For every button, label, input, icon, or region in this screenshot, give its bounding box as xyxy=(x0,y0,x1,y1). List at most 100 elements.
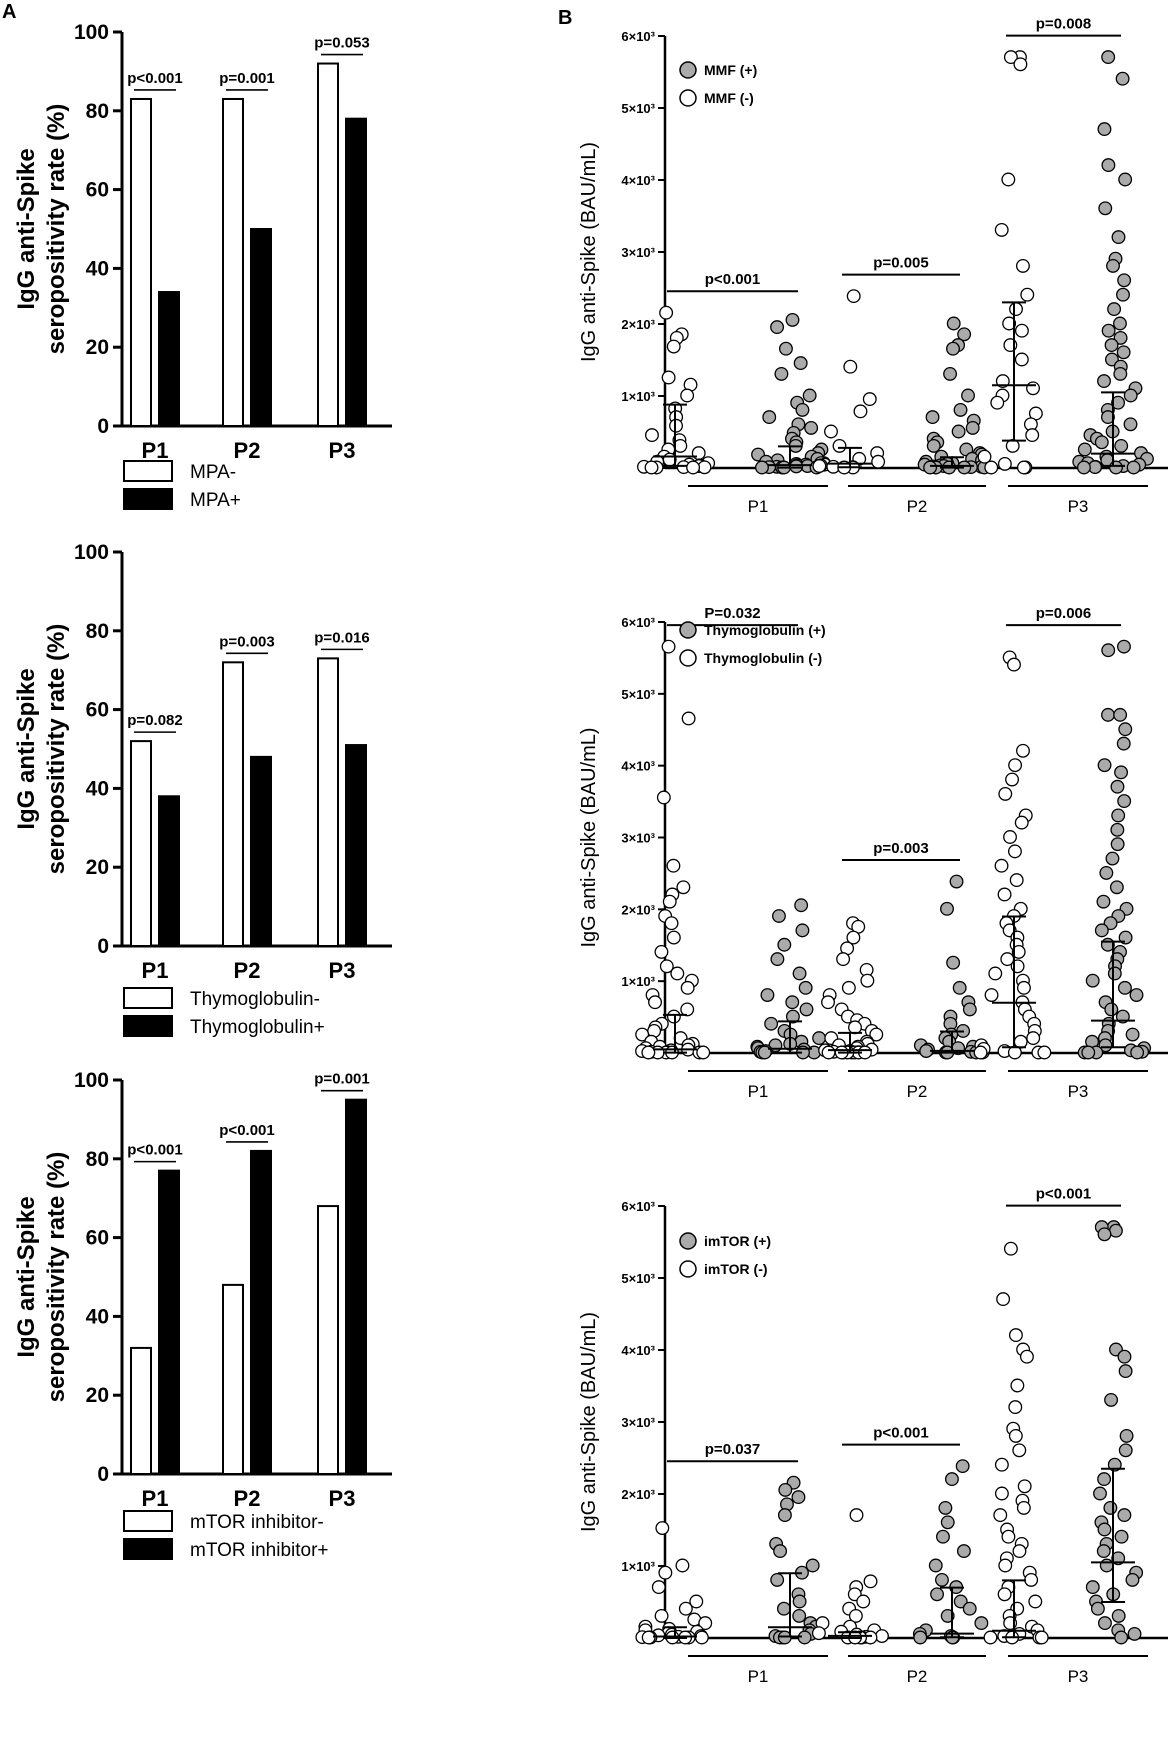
data-point xyxy=(774,366,789,381)
data-point xyxy=(1028,1594,1043,1609)
data-point xyxy=(1001,1529,1016,1544)
data-point xyxy=(1007,657,1021,672)
data-point xyxy=(998,1558,1013,1573)
data-point xyxy=(1001,172,1016,187)
y-axis-label-line2: seropositivity rate (%) xyxy=(43,104,70,355)
data-point xyxy=(764,1016,779,1031)
x-tick-label: P3 xyxy=(329,438,356,463)
data-point xyxy=(848,1608,863,1623)
data-point xyxy=(1118,1443,1133,1458)
y-axis-label-line2: seropositivity rate (%) xyxy=(43,1152,70,1403)
data-point xyxy=(1114,1630,1129,1645)
bar-p2-positive xyxy=(250,1149,272,1476)
y-axis-label: IgG anti-Spike (BAU/mL) xyxy=(578,727,600,947)
data-point xyxy=(664,916,679,931)
data-point xyxy=(1115,71,1130,86)
data-point xyxy=(1116,345,1131,360)
bar-p1-negative xyxy=(130,97,152,427)
data-point xyxy=(686,460,701,475)
data-point xyxy=(680,1002,695,1017)
scatter-group-p3-negative xyxy=(977,50,1043,475)
data-point xyxy=(1096,894,1111,909)
data-point xyxy=(962,1601,977,1616)
data-point xyxy=(841,980,856,995)
data-point xyxy=(1076,460,1091,475)
data-point xyxy=(994,1457,1009,1472)
data-point xyxy=(1009,302,1023,317)
data-point xyxy=(1097,1227,1112,1242)
scatter-group-p2-negative xyxy=(812,289,886,475)
scatter-group-p2-positive xyxy=(912,1459,989,1645)
data-point xyxy=(938,1500,953,1515)
data-point xyxy=(659,305,674,320)
data-point xyxy=(1009,873,1024,888)
x-tick-label: P3 xyxy=(1068,1082,1089,1101)
data-point xyxy=(949,874,964,889)
data-point xyxy=(689,1594,704,1609)
data-point xyxy=(1110,779,1125,794)
data-point xyxy=(1101,643,1116,658)
data-point xyxy=(821,995,835,1010)
scatter-group-p3-positive xyxy=(1072,50,1154,475)
y-tick-label: 60 xyxy=(86,699,109,722)
bar-p3-negative xyxy=(317,657,339,947)
data-point xyxy=(1011,944,1026,959)
data-point xyxy=(795,923,810,938)
y-tick-label: 1×10³ xyxy=(621,389,655,404)
data-point xyxy=(1008,758,1023,773)
data-point xyxy=(680,388,695,403)
data-point xyxy=(777,1508,792,1523)
data-point xyxy=(1126,460,1141,475)
data-point xyxy=(1117,639,1131,654)
data-point xyxy=(792,1594,807,1609)
data-point xyxy=(973,1045,988,1060)
data-point xyxy=(1016,743,1030,758)
data-point xyxy=(696,1045,711,1060)
data-point xyxy=(940,1515,955,1530)
p-value-label: p=0.005 xyxy=(873,255,928,272)
data-point xyxy=(772,909,786,923)
data-point xyxy=(666,858,681,873)
data-point xyxy=(1016,1500,1031,1515)
y-tick-label: 80 xyxy=(86,1148,109,1171)
legend-marker xyxy=(679,1260,697,1278)
y-tick-label: 4×10³ xyxy=(621,173,655,188)
bar-p1-negative xyxy=(130,1346,152,1476)
data-point xyxy=(994,222,1009,237)
data-point xyxy=(1034,1630,1049,1645)
data-point xyxy=(1117,794,1132,809)
data-point xyxy=(805,1558,820,1573)
legend-label: Thymoglobulin (-) xyxy=(704,650,822,666)
scatter-group-p1-negative xyxy=(635,1521,713,1645)
data-point xyxy=(791,1490,806,1505)
data-point xyxy=(988,966,1003,981)
data-point xyxy=(1117,1508,1132,1523)
scatter-group-p2-negative xyxy=(811,1508,889,1645)
legend-swatch xyxy=(123,488,173,510)
data-point xyxy=(1118,722,1133,737)
y-tick-label: 0 xyxy=(97,415,109,438)
data-point xyxy=(832,438,847,453)
data-point xyxy=(1118,1364,1133,1379)
y-tick-label: 20 xyxy=(86,1384,109,1407)
data-point xyxy=(984,460,999,475)
data-point xyxy=(1003,1241,1018,1256)
data-point xyxy=(1008,1428,1023,1443)
data-point xyxy=(836,952,851,967)
data-point xyxy=(770,320,785,335)
data-point xyxy=(1094,923,1109,938)
p-value-label: p=0.001 xyxy=(314,1071,369,1088)
y-axis-label-line1: IgG anti-Spike xyxy=(13,1196,40,1357)
data-point xyxy=(994,1486,1009,1501)
data-point xyxy=(846,289,861,304)
bar-p2-positive xyxy=(250,228,272,427)
data-point xyxy=(940,901,954,916)
data-point xyxy=(946,316,961,331)
y-axis-label: IgG anti-Spike (BAU/mL) xyxy=(578,142,600,362)
data-point xyxy=(1005,438,1020,453)
data-point xyxy=(1117,980,1132,995)
data-point xyxy=(1117,273,1132,288)
bar-p3-positive xyxy=(345,744,367,947)
y-tick-label: 0 xyxy=(97,935,109,958)
